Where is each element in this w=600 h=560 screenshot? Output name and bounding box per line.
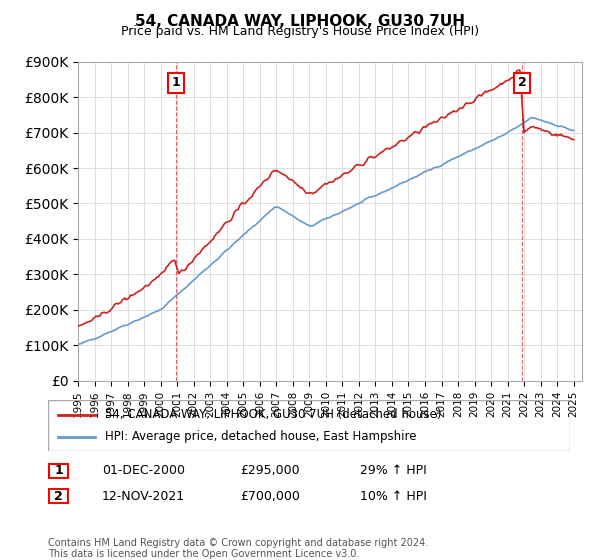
Text: 29% ↑ HPI: 29% ↑ HPI (360, 464, 427, 478)
Text: 1: 1 (54, 464, 63, 478)
Text: £295,000: £295,000 (240, 464, 299, 478)
Text: 2: 2 (54, 489, 63, 503)
Text: 2: 2 (518, 76, 526, 90)
Text: £700,000: £700,000 (240, 489, 300, 503)
Text: HPI: Average price, detached house, East Hampshire: HPI: Average price, detached house, East… (106, 430, 417, 443)
Text: 1: 1 (172, 76, 180, 90)
Text: 12-NOV-2021: 12-NOV-2021 (102, 489, 185, 503)
Text: Contains HM Land Registry data © Crown copyright and database right 2024.
This d: Contains HM Land Registry data © Crown c… (48, 538, 428, 559)
Text: 01-DEC-2000: 01-DEC-2000 (102, 464, 185, 478)
Text: 54, CANADA WAY, LIPHOOK, GU30 7UH (detached house): 54, CANADA WAY, LIPHOOK, GU30 7UH (detac… (106, 408, 442, 421)
Text: 54, CANADA WAY, LIPHOOK, GU30 7UH: 54, CANADA WAY, LIPHOOK, GU30 7UH (135, 14, 465, 29)
Text: Price paid vs. HM Land Registry's House Price Index (HPI): Price paid vs. HM Land Registry's House … (121, 25, 479, 38)
Text: 10% ↑ HPI: 10% ↑ HPI (360, 489, 427, 503)
